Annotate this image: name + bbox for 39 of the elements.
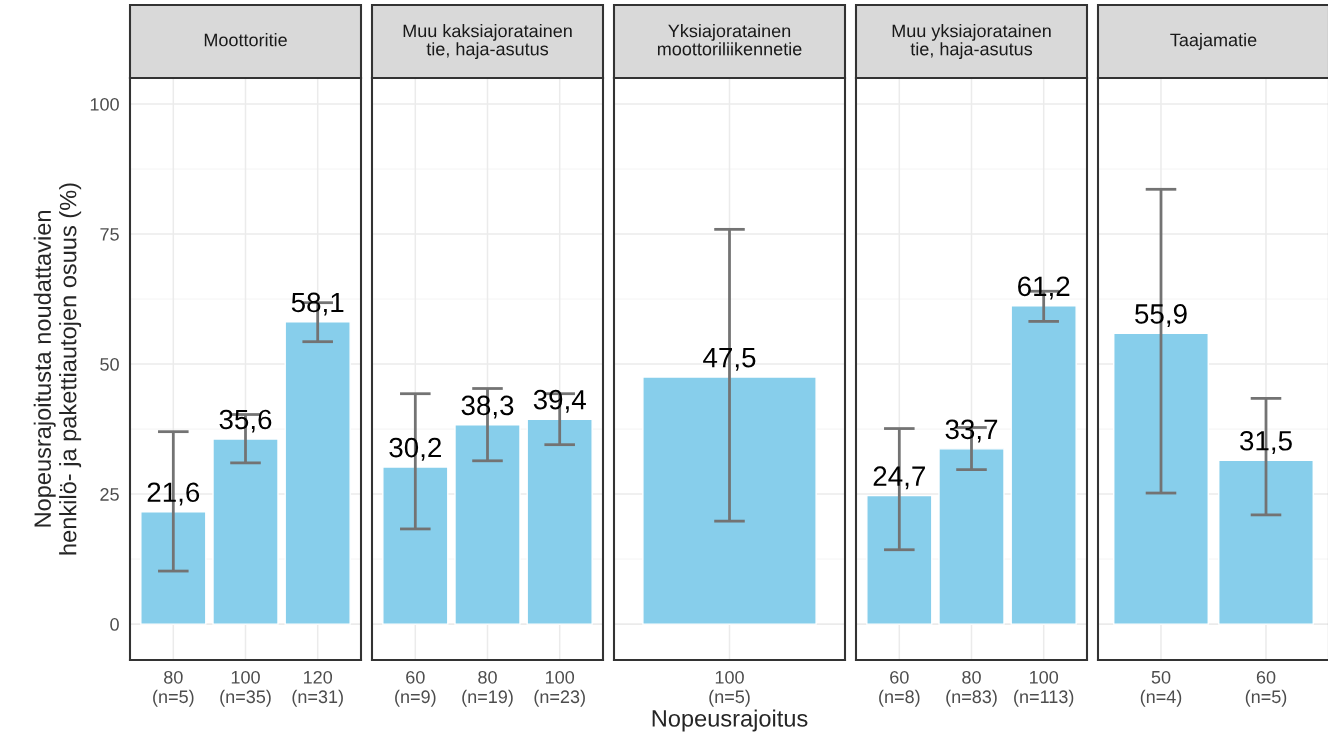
x-tick-label: 60 (n=5) xyxy=(1245,670,1287,707)
data-label: 30,2 xyxy=(389,437,441,461)
y-tick-label: 100 xyxy=(90,97,119,111)
y-tick-label: 50 xyxy=(100,357,119,371)
data-label: 31,5 xyxy=(1240,430,1292,454)
x-tick-label: 100 (n=113) xyxy=(1014,670,1074,707)
bar xyxy=(140,511,207,625)
x-tick-label: 100 (n=35) xyxy=(220,670,271,707)
y-tick-label: 25 xyxy=(100,488,119,501)
data-label: 39,4 xyxy=(533,389,586,413)
data-label: 38,3 xyxy=(461,395,514,419)
y-tick-label: 75 xyxy=(100,228,119,241)
bar xyxy=(212,438,279,625)
data-label: 24,7 xyxy=(873,466,925,490)
chart-title: Yksiajoratainen moottoriliikennetie xyxy=(657,24,802,56)
y-axis-title: Nopeusrajoitusta noudattavien henkilö- ja pakettiautojen osuus (%) xyxy=(33,183,82,555)
chart-title: Moottoritie xyxy=(204,33,287,47)
data-label: 58,1 xyxy=(291,292,344,316)
data-label: 61,2 xyxy=(1018,276,1070,300)
chart-title: Muu yksiajoratainen tie, haja-asutus xyxy=(892,24,1051,59)
data-label: 33,7 xyxy=(945,419,998,443)
data-label: 47,5 xyxy=(703,348,756,371)
x-axis-title: Nopeusrajoitus xyxy=(652,709,808,732)
x-tick-label: 60 (n=8) xyxy=(879,670,920,707)
x-tick-label: 50 (n=4) xyxy=(1140,670,1182,707)
x-tick-label: 100 (n=5) xyxy=(709,670,750,707)
chart-title: Muu kaksiajoratainen tie, haja-asutus xyxy=(403,24,572,59)
data-label: 35,6 xyxy=(219,409,272,433)
x-tick-label: 80 (n=83) xyxy=(946,670,997,707)
x-tick-label: 120 (n=31) xyxy=(292,670,343,707)
bar xyxy=(284,321,351,625)
x-tick-label: 80 (n=5) xyxy=(153,670,194,707)
chart-title: Taajamatie xyxy=(1170,33,1257,50)
data-label: 55,9 xyxy=(1135,304,1187,327)
x-tick-label: 80 (n=19) xyxy=(462,670,513,707)
x-tick-label: 60 (n=9) xyxy=(395,670,436,707)
y-tick-label: 0 xyxy=(110,618,119,631)
x-tick-label: 100 (n=23) xyxy=(534,670,585,707)
data-label: 21,6 xyxy=(147,482,200,506)
